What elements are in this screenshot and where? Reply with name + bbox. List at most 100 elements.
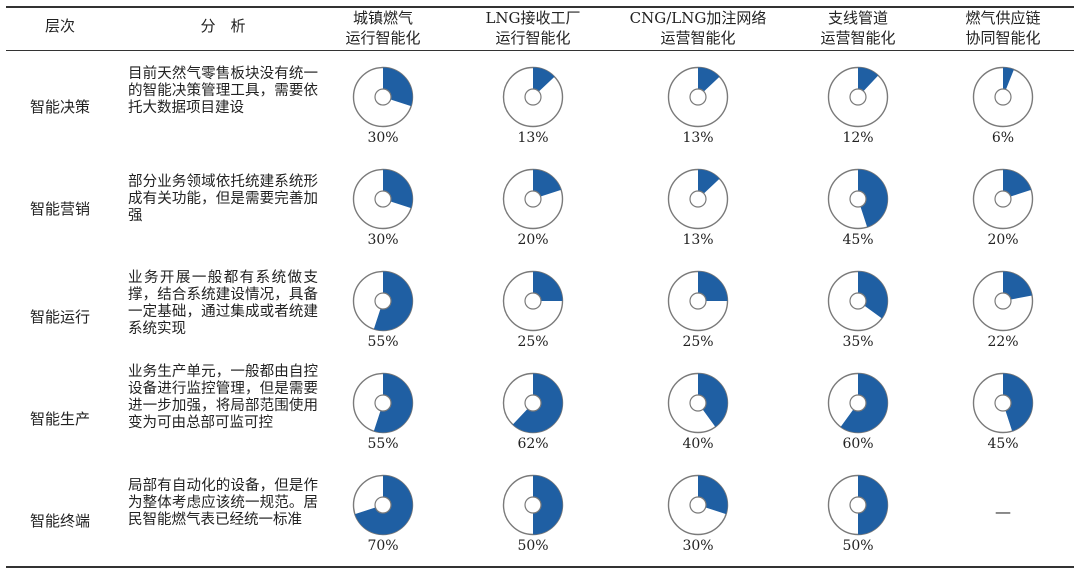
donut-hole [524,394,542,412]
percent-label: 40% [682,436,714,452]
header-analysis: 分 析 [200,17,246,35]
donut-hole [849,292,867,310]
donut-fill-segment [698,169,720,194]
progress-donut [502,168,564,230]
donut-fill-segment [533,475,563,535]
maturity-cell: 12% [798,66,918,162]
donut-hole [374,88,392,106]
progress-donut [972,270,1034,332]
percent-label: 13% [682,232,714,248]
percent-label: 55% [367,334,399,350]
progress-donut [352,474,414,536]
donut-fill-segment [533,67,555,92]
donut-fill-segment [383,169,413,209]
header-col-line: 协同智能化 [965,29,1041,47]
maturity-cell: 22% [943,270,1063,366]
donut-hole [374,394,392,412]
progress-donut [667,474,729,536]
donut-fill-segment [858,475,888,535]
donut-fill-segment [533,169,562,197]
row-level-label: 智能运行 [29,308,90,326]
percent-label: 50% [842,538,874,554]
progress-donut [667,270,729,332]
donut-hole [849,88,867,106]
header-col-cng-lng-network: CNG/LNG加注网络 运营智能化 [618,8,778,48]
maturity-cell: 60% [798,372,918,468]
donut-hole [994,190,1012,208]
donut-hole [849,190,867,208]
donut-fill-segment [512,373,563,433]
percent-label: 50% [517,538,549,554]
donut-hole [689,496,707,514]
progress-donut [502,66,564,128]
maturity-cell: 35% [798,270,918,366]
progress-donut [352,270,414,332]
percent-label: 6% [991,130,1015,146]
maturity-cell: 50% [473,474,593,570]
header-level: 层次 [44,17,75,35]
donut-hole [689,190,707,208]
percent-label: 13% [517,130,549,146]
donut-hole [994,88,1012,106]
donut-hole [689,88,707,106]
header-col-line: 支线管道 [827,9,888,27]
maturity-cell: 55% [323,372,443,468]
header-col-line: 燃气供应链 [965,9,1041,27]
donut-hole [849,394,867,412]
row-level-label: 智能决策 [29,98,90,116]
maturity-cell: 13% [638,66,758,162]
percent-label: 70% [367,538,399,554]
progress-donut [667,372,729,434]
donut-fill-segment [698,271,728,301]
donut-hole [994,292,1012,310]
row-analysis-text: 局部有自动化的设备，但是作为整体考虑应该统一规范。居民智能燃气表已经统一标准 [128,478,318,528]
header-col-line: 运行智能化 [495,29,571,47]
maturity-cell: 30% [323,66,443,162]
progress-donut [502,474,564,536]
row-level-label: 智能生产 [29,410,90,428]
progress-donut [502,270,564,332]
percent-label: 35% [842,334,874,350]
row-analysis-text: 部分业务领域依托统建系统形成有关功能，但是需要完善加强 [128,174,318,224]
donut-fill-segment [354,475,413,535]
percent-label: 22% [987,334,1019,350]
donut-fill-segment [1003,373,1033,432]
header-col-line: 运行智能化 [345,29,421,47]
maturity-cell: 40% [638,372,758,468]
donut-hole [994,394,1012,412]
maturity-cell: 20% [473,168,593,264]
maturity-cell: 20% [943,168,1063,264]
row-level-label: 智能终端 [29,512,90,530]
empty-dash: — [995,502,1011,521]
donut-hole [689,394,707,412]
donut-hole [374,292,392,310]
header-col-supply-chain: 燃气供应链 协同智能化 [933,8,1073,48]
header-col-line: LNG接收工厂 [485,9,581,27]
donut-hole [849,496,867,514]
percent-label: 12% [842,130,874,146]
progress-donut [972,372,1034,434]
percent-label: 20% [987,232,1019,248]
row-analysis-text: 业务生产单元，一般都由自控设备进行监控管理，但是需要进一步加强，将局部范围使用变… [128,364,318,431]
percent-label: 55% [367,436,399,452]
progress-donut [502,372,564,434]
percent-label: 60% [842,436,874,452]
donut-fill-segment [858,271,888,319]
progress-donut [972,66,1034,128]
percent-label: 25% [682,334,714,350]
donut-hole [524,190,542,208]
maturity-cell: 45% [798,168,918,264]
header-rule [6,50,1074,51]
percent-label: 30% [682,538,714,554]
donut-fill-segment [373,271,413,331]
percent-label: 25% [517,334,549,350]
donut-fill-segment [698,67,720,92]
maturity-cell: 45% [943,372,1063,468]
donut-fill-segment [858,169,888,228]
progress-donut [827,168,889,230]
donut-fill-segment [698,373,728,427]
maturity-cell: 30% [638,474,758,570]
progress-donut [972,168,1034,230]
progress-donut [352,66,414,128]
